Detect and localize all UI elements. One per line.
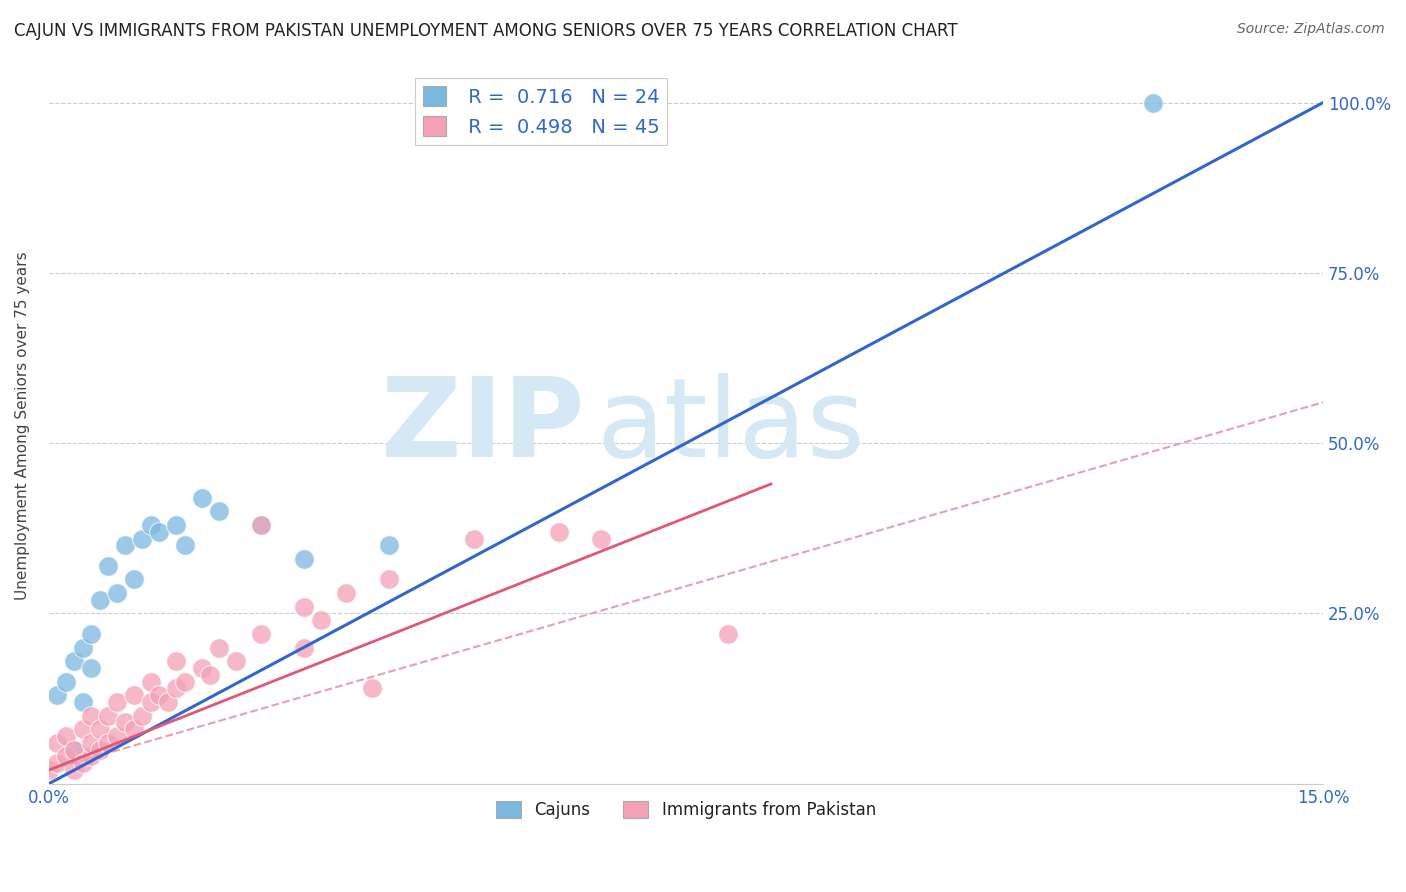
Text: CAJUN VS IMMIGRANTS FROM PAKISTAN UNEMPLOYMENT AMONG SENIORS OVER 75 YEARS CORRE: CAJUN VS IMMIGRANTS FROM PAKISTAN UNEMPL…	[14, 22, 957, 40]
Point	[80, 627, 103, 641]
Point	[547, 524, 569, 539]
Point	[46, 736, 69, 750]
Point	[148, 688, 170, 702]
Point	[165, 654, 187, 668]
Point	[377, 538, 399, 552]
Point	[156, 695, 179, 709]
Point	[139, 674, 162, 689]
Point	[122, 573, 145, 587]
Point	[63, 742, 86, 756]
Point	[72, 640, 94, 655]
Point	[46, 688, 69, 702]
Point	[173, 674, 195, 689]
Point	[139, 517, 162, 532]
Point	[105, 729, 128, 743]
Point	[173, 538, 195, 552]
Point	[89, 723, 111, 737]
Point	[55, 729, 77, 743]
Point	[89, 592, 111, 607]
Point	[63, 654, 86, 668]
Y-axis label: Unemployment Among Seniors over 75 years: Unemployment Among Seniors over 75 years	[15, 252, 30, 600]
Point	[114, 715, 136, 730]
Point	[80, 749, 103, 764]
Point	[105, 586, 128, 600]
Point	[72, 695, 94, 709]
Point	[190, 661, 212, 675]
Point	[360, 681, 382, 696]
Point	[208, 504, 231, 518]
Point	[190, 491, 212, 505]
Point	[55, 674, 77, 689]
Point	[165, 681, 187, 696]
Legend: Cajuns, Immigrants from Pakistan: Cajuns, Immigrants from Pakistan	[489, 794, 883, 825]
Point	[131, 708, 153, 723]
Point	[97, 558, 120, 573]
Text: atlas: atlas	[596, 373, 865, 480]
Point	[105, 695, 128, 709]
Point	[63, 742, 86, 756]
Text: ZIP: ZIP	[381, 373, 583, 480]
Point	[131, 532, 153, 546]
Point	[122, 723, 145, 737]
Point	[292, 599, 315, 614]
Point	[250, 517, 273, 532]
Point	[1142, 95, 1164, 110]
Point	[148, 524, 170, 539]
Point	[250, 517, 273, 532]
Point	[225, 654, 247, 668]
Point	[208, 640, 231, 655]
Point	[80, 736, 103, 750]
Point	[377, 573, 399, 587]
Point	[717, 627, 740, 641]
Point	[335, 586, 357, 600]
Point	[63, 763, 86, 777]
Point	[463, 532, 485, 546]
Point	[89, 742, 111, 756]
Point	[309, 613, 332, 627]
Point	[250, 627, 273, 641]
Point	[292, 640, 315, 655]
Point	[80, 708, 103, 723]
Point	[139, 695, 162, 709]
Point	[72, 723, 94, 737]
Point	[80, 661, 103, 675]
Point	[292, 552, 315, 566]
Point	[122, 688, 145, 702]
Point	[97, 708, 120, 723]
Point	[38, 763, 60, 777]
Point	[72, 756, 94, 771]
Point	[198, 667, 221, 681]
Point	[114, 538, 136, 552]
Point	[97, 736, 120, 750]
Point	[165, 517, 187, 532]
Point	[589, 532, 612, 546]
Point	[55, 749, 77, 764]
Point	[46, 756, 69, 771]
Text: Source: ZipAtlas.com: Source: ZipAtlas.com	[1237, 22, 1385, 37]
